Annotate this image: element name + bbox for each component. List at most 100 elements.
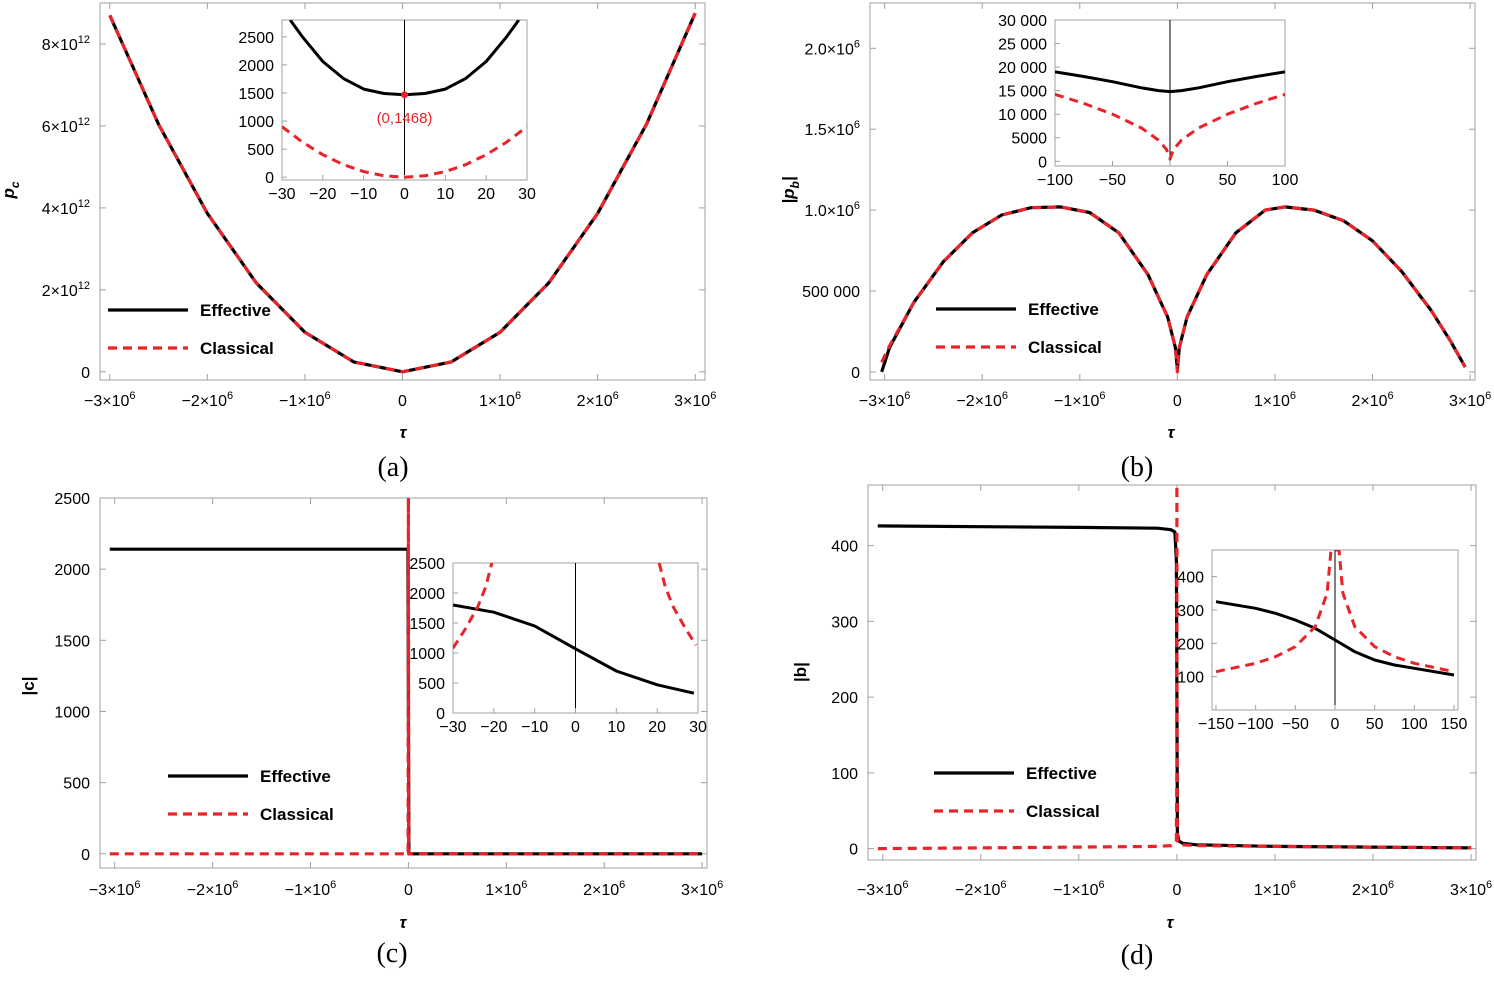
y-axis-label: |b|	[791, 662, 810, 682]
y-tick-label: 8×1012	[42, 34, 90, 54]
inset-y-tick-label: 30 000	[998, 13, 1047, 30]
inset-x-tick-label: 50	[1366, 716, 1384, 733]
inset-plot: −100 −50 0 50 100 0 5000 10 000 15 000 20 000 25 0…	[998, 13, 1298, 189]
legend: Effective Classical	[108, 301, 274, 358]
y-tick-label: 2×1012	[42, 280, 90, 300]
inset-y-tick-label: 400	[1177, 570, 1204, 587]
legend: Effective Classical	[936, 300, 1102, 357]
x-tick-label: −2×106	[187, 879, 239, 899]
y-tick-label: 0	[849, 842, 858, 859]
x-axis-label: τ	[400, 913, 408, 932]
inset-y-tick-label: 200	[1177, 636, 1204, 653]
inset-y-tick-label: 2500	[409, 556, 445, 573]
x-tick-label: 2×106	[1352, 879, 1394, 899]
inset-x-tick-label: −30	[268, 186, 295, 203]
panel-a: −3×106 −2×106 −1×106 0 1×106 2×106 3×106 0 2×101…	[0, 2, 716, 483]
x-tick-label: −1×106	[1054, 390, 1106, 410]
inset-y-tick-label: 15 000	[998, 84, 1047, 101]
panel-c: −3×106 −2×106 −1×106 0 1×106 2×106 3×106 0 500 10…	[19, 491, 723, 969]
inset-x-tick-label: 0	[400, 186, 409, 203]
inset-x-tick-label: 20	[477, 186, 495, 203]
panel-d: −3×106 −2×106 −1×106 0 1×106 2×106 3×106 0 100 20…	[791, 484, 1492, 971]
inset-y-tick-label: 20 000	[998, 60, 1047, 77]
legend: Effective Classical	[934, 764, 1100, 821]
inset-y-tick-label: 1500	[409, 616, 445, 633]
x-tick-label: 3×106	[1450, 879, 1492, 899]
legend-classical-label: Classical	[1026, 802, 1100, 821]
inset-x-tick-label: 0	[571, 719, 580, 736]
y-tick-label: 0	[851, 365, 860, 382]
panel-label: (a)	[377, 452, 408, 483]
inset-x-tick-label: 50	[1219, 172, 1237, 189]
x-tick-label: 0	[1172, 882, 1181, 899]
x-tick-label: −2×106	[182, 390, 234, 410]
legend-effective-label: Effective	[1026, 764, 1097, 783]
y-tick-label: 1.0×106	[804, 200, 860, 220]
panel-label: (d)	[1121, 940, 1154, 971]
y-tick-label: 300	[831, 614, 858, 631]
x-tick-label: 0	[404, 882, 413, 899]
inset-y-tick-label: 2500	[238, 30, 274, 47]
panel-label: (b)	[1121, 452, 1154, 483]
inset-y-tick-label: 100	[1177, 670, 1204, 687]
x-tick-label: 1×106	[1254, 879, 1296, 899]
inset-series-classical-line	[453, 563, 494, 650]
series-classical-line	[108, 12, 697, 374]
x-tick-label: −1×106	[1053, 879, 1105, 899]
y-tick-label: 2.0×106	[804, 38, 860, 58]
x-tick-label: −3×106	[84, 390, 136, 410]
y-tick-label: 400	[831, 539, 858, 556]
inset-series-classical-line	[1215, 550, 1455, 674]
x-tick-label: −3×106	[89, 879, 141, 899]
inset-x-tick-label: 100	[1272, 172, 1299, 189]
inset-y-tick-label: 1500	[238, 86, 274, 103]
series-classical-line	[880, 205, 1467, 374]
x-tick-label: 1×106	[1254, 390, 1296, 410]
inset-y-tick-label: 0	[436, 706, 445, 723]
inset-y-tick-label: 500	[247, 142, 274, 159]
inset-x-tick-label: −10	[350, 186, 377, 203]
inset-x-tick-label: −150	[1198, 716, 1234, 733]
inset-x-tick-label: −10	[521, 719, 548, 736]
inset-y-tick-label: 0	[1038, 154, 1047, 171]
x-tick-label: 2×106	[583, 879, 625, 899]
legend-classical-label: Classical	[260, 805, 334, 824]
inset-annotation-label: (0,1468)	[377, 110, 433, 127]
inset-y-tick-label: 2000	[409, 586, 445, 603]
x-tick-label: 0	[1173, 393, 1182, 410]
inset-y-tick-label: 1000	[238, 114, 274, 131]
y-tick-label: 2000	[54, 562, 90, 579]
x-tick-label: 3×106	[681, 879, 723, 899]
legend-effective-label: Effective	[1028, 300, 1099, 319]
legend-classical-label: Classical	[1028, 338, 1102, 357]
inset-annotation-point	[401, 91, 408, 99]
x-axis-label: τ	[400, 423, 408, 442]
x-tick-label: 3×106	[1449, 390, 1491, 410]
y-tick-label: 1500	[54, 633, 90, 650]
inset-x-tick-label: 30	[518, 186, 536, 203]
series-classical-line	[109, 498, 703, 856]
inset-x-tick-label: −20	[480, 719, 507, 736]
x-tick-label: 1×106	[479, 390, 521, 410]
inset-y-tick-label: 25 000	[998, 37, 1047, 54]
x-tick-label: −3×106	[857, 879, 909, 899]
legend-classical-label: Classical	[200, 339, 274, 358]
inset-x-tick-label: 10	[607, 719, 625, 736]
inset-x-tick-label: −50	[1099, 172, 1126, 189]
x-axis-label: τ	[1167, 913, 1175, 932]
y-tick-label: 2500	[54, 491, 90, 508]
panel-label: (c)	[376, 938, 407, 969]
x-tick-label: 3×106	[674, 390, 716, 410]
inset-x-tick-label: 150	[1441, 716, 1468, 733]
inset-y-tick-label: 5000	[1011, 131, 1047, 148]
inset-x-tick-label: −100	[1238, 716, 1274, 733]
inset-series-effective-line	[1215, 600, 1455, 677]
y-tick-label: 200	[831, 690, 858, 707]
inset-y-tick-label: 10 000	[998, 107, 1047, 124]
legend: Effective Classical	[168, 767, 334, 824]
y-tick-label: 6×1012	[42, 116, 90, 136]
y-tick-label: 1.5×106	[804, 119, 860, 139]
inset-x-tick-label: −50	[1282, 716, 1309, 733]
inset-x-tick-label: 20	[648, 719, 666, 736]
y-tick-label: 100	[831, 766, 858, 783]
